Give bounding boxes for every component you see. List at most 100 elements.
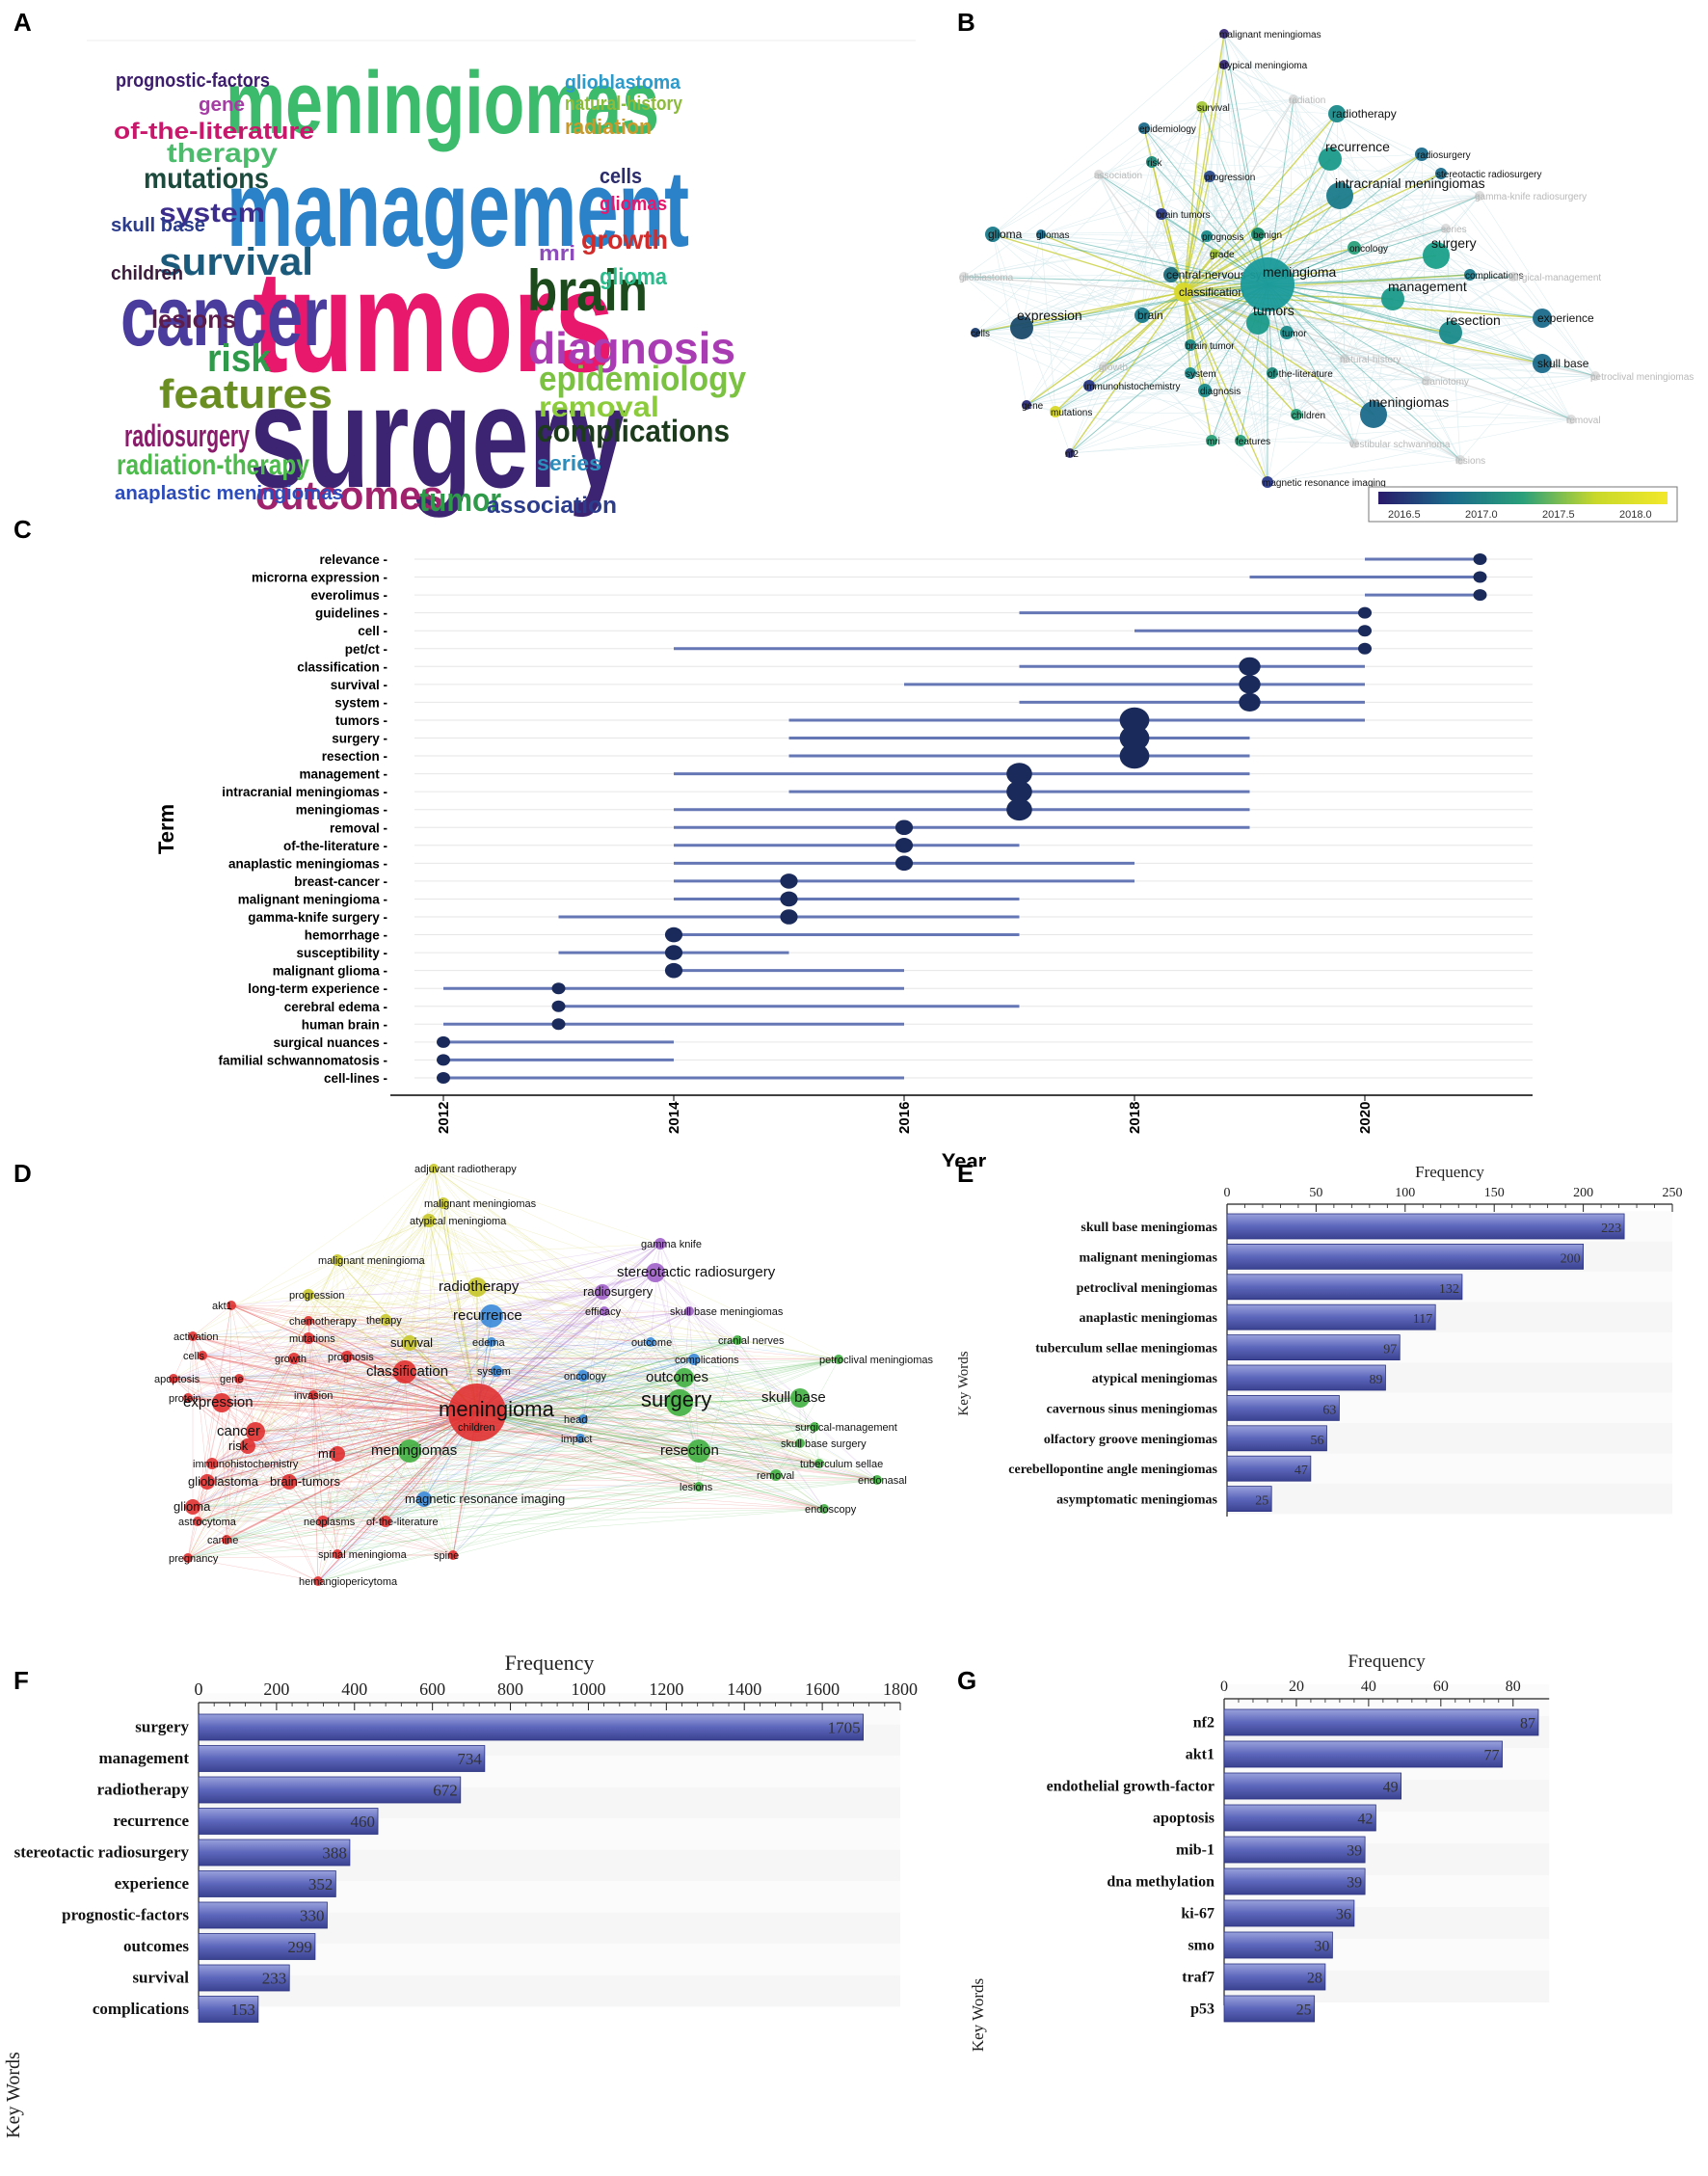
network-d-link xyxy=(491,1315,820,1464)
network-b-link xyxy=(1088,385,1572,420)
timeline-term-label: cell - xyxy=(358,624,387,638)
network-d-link xyxy=(226,1479,878,1541)
network-d-node-circle xyxy=(227,1301,236,1310)
network-d-link xyxy=(385,1243,661,1321)
network-d-node-circle xyxy=(684,1306,694,1316)
network-b-hub-link xyxy=(1054,291,1185,413)
network-d-link xyxy=(336,1339,738,1455)
network-b-link xyxy=(1267,459,1461,483)
network-b-link xyxy=(1204,390,1268,483)
network-d-link xyxy=(230,1294,309,1306)
network-b-link xyxy=(1161,173,1442,215)
timeline-peak-marker xyxy=(1119,742,1150,769)
network-d-node-circle xyxy=(303,1332,314,1344)
bar-row-surgery: surgery 1705 xyxy=(135,1713,864,1741)
network-d-node-label: survival xyxy=(390,1335,433,1350)
bar-row-background xyxy=(199,1944,900,1975)
network-b-node-circle xyxy=(1174,282,1193,302)
network-d-node-astrocytoma: astrocytoma xyxy=(178,1517,237,1528)
network-d-node-label: hemangiopericytoma xyxy=(299,1576,398,1588)
network-d-link xyxy=(385,1426,478,1522)
network-b-link xyxy=(992,233,1268,285)
network-d-node-label: prognosis xyxy=(328,1352,374,1363)
bar-row-olfactory-groove-meningiomas: olfactory groove meningiomas 56 xyxy=(1044,1425,1327,1452)
network-d-node-circle xyxy=(770,1469,782,1481)
timeline-term-label: classification - xyxy=(297,659,387,674)
network-b-link xyxy=(1295,414,1355,444)
network-d-link xyxy=(650,1341,878,1481)
network-d-node-label: risk xyxy=(228,1438,249,1453)
network-d-link xyxy=(317,1442,801,1582)
network-d-link xyxy=(288,1220,430,1483)
network-d-link xyxy=(346,1310,690,1357)
network-d-link xyxy=(650,1243,661,1343)
network-d-link xyxy=(312,1286,478,1396)
network-d-link xyxy=(201,1355,685,1379)
network-b-link xyxy=(974,274,1172,334)
network-d-node-complications: complications xyxy=(675,1354,739,1366)
network-d-link xyxy=(307,1202,444,1296)
network-d-node-label: surgical-management xyxy=(795,1422,897,1434)
network-d-link xyxy=(192,1341,493,1508)
network-b-node-mutations: mutations xyxy=(1050,406,1092,418)
bar-category-label: complications xyxy=(93,2000,189,2018)
bar xyxy=(198,1996,259,2023)
timeline-peak-marker xyxy=(1473,553,1487,565)
network-d-node-circle xyxy=(487,1337,496,1347)
bar xyxy=(1223,1740,1503,1768)
bar-row-traf7: traf7 28 xyxy=(1182,1963,1326,1991)
network-d-node-label: endonasal xyxy=(858,1475,907,1487)
network-d-link xyxy=(688,1310,878,1481)
bar-row-survival: survival 233 xyxy=(132,1964,290,1992)
network-d-link xyxy=(317,1341,493,1582)
network-d-link xyxy=(409,1341,493,1452)
network-d-link xyxy=(293,1357,478,1413)
bar-row-asymptomatic-meningiomas: asymptomatic meningiomas 25 xyxy=(1056,1486,1272,1513)
network-d-link xyxy=(206,1371,406,1483)
network-d-link xyxy=(187,1445,249,1559)
network-d-link xyxy=(173,1378,581,1439)
network-d-node-label: spinal meningioma xyxy=(318,1549,408,1561)
network-d-link xyxy=(247,1294,309,1447)
network-d-link xyxy=(230,1304,840,1360)
network-d-node-pregnancy: pregnancy xyxy=(169,1553,219,1565)
bar xyxy=(1223,1899,1355,1927)
network-d-link xyxy=(322,1375,584,1522)
network-b-node-management: management xyxy=(1381,279,1467,310)
network-d-link xyxy=(187,1397,878,1481)
network-b-link xyxy=(1021,327,1297,416)
network-b-node-circle xyxy=(1235,435,1246,446)
network-d-link xyxy=(322,1341,493,1522)
network-d-link xyxy=(312,1356,348,1396)
network-d-link xyxy=(211,1411,478,1464)
network-d-node-circle xyxy=(438,1197,449,1209)
network-d-link xyxy=(211,1243,661,1464)
network-d-link xyxy=(476,1411,700,1452)
network-d-node-label: meningiomas xyxy=(371,1442,457,1459)
network-d-link xyxy=(491,1310,605,1317)
network-d-node-immunohistochemistry: immunohistochemistry xyxy=(193,1458,299,1470)
bar-category-label: cerebellopontine angle meningiomas xyxy=(1008,1463,1217,1477)
network-d-link xyxy=(385,1319,815,1428)
network-d-link xyxy=(307,1168,435,1322)
network-d-link xyxy=(197,1426,815,1522)
network-d-link xyxy=(679,1402,825,1510)
network-d-link xyxy=(230,1304,493,1343)
network-d-link xyxy=(197,1411,478,1522)
timeline-peak-marker xyxy=(437,1035,450,1048)
network-d-node-circle xyxy=(819,1504,829,1514)
network-d-link xyxy=(336,1486,700,1555)
network-d-node-cranial-nerves: cranial nerves xyxy=(718,1335,785,1347)
network-d-edges xyxy=(173,1168,878,1582)
network-b-node-magnetic-resonance-imaging: magnetic resonance imaging xyxy=(1262,476,1386,489)
bar-category-label: olfactory groove meningiomas xyxy=(1044,1433,1218,1447)
network-d-link xyxy=(187,1394,314,1399)
network-d-link xyxy=(423,1397,801,1500)
network-d-link xyxy=(433,1168,584,1377)
network-d-link xyxy=(654,1272,801,1399)
network-b-node-benign: benign xyxy=(1251,228,1282,241)
network-d-link xyxy=(433,1168,801,1444)
network-d-link xyxy=(288,1450,411,1483)
network-d-link xyxy=(238,1378,425,1500)
network-d-link xyxy=(247,1341,652,1447)
